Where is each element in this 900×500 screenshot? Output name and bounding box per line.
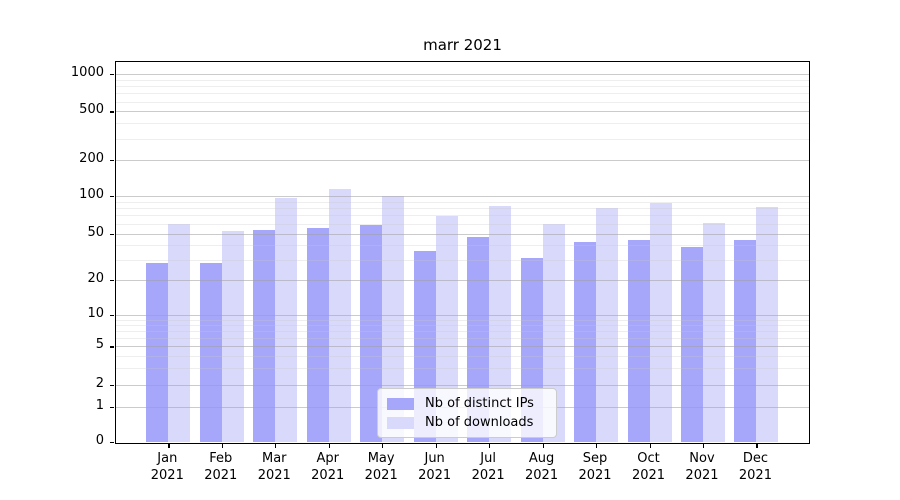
y-tick-mark bbox=[110, 315, 114, 317]
y-tick-label: 20 bbox=[87, 271, 104, 287]
bar-nb-of-distinct-ips-apr bbox=[306, 227, 329, 442]
bar-nb-of-distinct-ips-nov bbox=[680, 246, 703, 442]
plot-area bbox=[110, 61, 810, 448]
x-tick-label-jan: Jan 2021 bbox=[122, 450, 212, 484]
legend-swatch-downloads bbox=[387, 416, 414, 429]
bar-nb-of-distinct-ips-jan bbox=[146, 263, 169, 442]
x-tick-label-year: 2021 bbox=[471, 468, 505, 483]
y-tick-mark bbox=[110, 160, 114, 162]
y-tick-label: 1 bbox=[95, 397, 104, 413]
x-tick-label-year: 2021 bbox=[631, 468, 666, 483]
y-tick-label: 500 bbox=[79, 102, 104, 118]
y-tick-mark bbox=[110, 280, 114, 282]
legend-label-distinct-ips: Nb of distinct IPs bbox=[425, 396, 534, 411]
legend-item-downloads: Nb of downloads bbox=[387, 415, 556, 430]
y-tick-label: 1000 bbox=[70, 65, 104, 81]
chart-title: marr 2021 bbox=[423, 36, 502, 54]
x-tick-mark bbox=[596, 444, 598, 448]
bar-nb-of-downloads-may bbox=[382, 195, 405, 442]
x-tick-label-year: 2021 bbox=[257, 468, 291, 483]
bar-nb-of-distinct-ips-may bbox=[360, 224, 383, 442]
x-tick-label-nov: Nov 2021 bbox=[657, 450, 747, 484]
x-tick-mark bbox=[542, 444, 544, 448]
y-tick-label: 5 bbox=[95, 337, 104, 353]
bar-nb-of-downloads-sep bbox=[596, 208, 619, 442]
x-tick-mark bbox=[168, 444, 170, 448]
x-tick-label-jul: Jul 2021 bbox=[443, 450, 533, 484]
bar-nb-of-downloads-jan bbox=[168, 223, 191, 442]
x-tick-label-year: 2021 bbox=[685, 468, 719, 483]
x-tick-label-mar: Mar 2021 bbox=[229, 450, 319, 484]
x-tick-label-aug: Aug 2021 bbox=[497, 450, 587, 484]
bar-nb-of-downloads-apr bbox=[328, 188, 351, 442]
x-tick-label-year: 2021 bbox=[311, 468, 345, 483]
x-tick-label-apr: Apr 2021 bbox=[283, 450, 373, 484]
bar-nb-of-downloads-nov bbox=[702, 223, 725, 442]
bar-nb-of-downloads-jul bbox=[489, 206, 512, 442]
x-tick-label-year: 2021 bbox=[150, 468, 184, 483]
x-tick-label-dec: Dec 2021 bbox=[710, 450, 800, 484]
y-tick-mark bbox=[110, 74, 114, 76]
x-tick-mark bbox=[489, 444, 491, 448]
bar-nb-of-distinct-ips-sep bbox=[574, 241, 597, 442]
bar-nb-of-distinct-ips-mar bbox=[253, 229, 276, 442]
x-tick-label-oct: Oct 2021 bbox=[604, 450, 694, 484]
y-tick-mark bbox=[110, 111, 114, 113]
y-tick-mark bbox=[110, 195, 114, 197]
x-tick-mark bbox=[328, 444, 330, 448]
bar-nb-of-distinct-ips-feb bbox=[199, 263, 222, 442]
x-tick-mark bbox=[756, 444, 758, 448]
x-tick-label-year: 2021 bbox=[204, 468, 238, 483]
y-tick-mark bbox=[110, 346, 114, 348]
x-tick-label-may: May 2021 bbox=[336, 450, 426, 484]
x-tick-mark bbox=[275, 444, 277, 448]
bars-layer bbox=[116, 62, 809, 442]
bar-nb-of-downloads-aug bbox=[542, 223, 565, 442]
x-tick-label-year: 2021 bbox=[525, 468, 559, 483]
bar-nb-of-distinct-ips-oct bbox=[627, 240, 650, 442]
legend-item-distinct-ips: Nb of distinct IPs bbox=[387, 396, 556, 411]
x-tick-label-jun: Jun 2021 bbox=[390, 450, 480, 484]
legend: Nb of distinct IPs Nb of downloads bbox=[377, 388, 557, 438]
y-tick-label: 200 bbox=[79, 151, 104, 167]
y-tick-mark bbox=[110, 233, 114, 236]
x-tick-mark bbox=[649, 444, 651, 448]
x-tick-mark bbox=[435, 444, 437, 448]
x-tick-label-year: 2021 bbox=[578, 468, 612, 483]
bar-nb-of-downloads-dec bbox=[756, 206, 779, 442]
y-tick-label: 0 bbox=[95, 433, 104, 448]
x-tick-mark bbox=[702, 444, 705, 448]
x-tick-label-feb: Feb 2021 bbox=[176, 450, 266, 484]
x-tick-mark bbox=[221, 444, 223, 448]
y-tick-mark bbox=[110, 406, 114, 408]
x-tick-label-year: 2021 bbox=[364, 468, 398, 483]
y-tick-mark bbox=[110, 442, 114, 444]
y-tick-label: 50 bbox=[87, 224, 104, 240]
x-tick-label-year: 2021 bbox=[418, 468, 452, 483]
legend-swatch-distinct-ips bbox=[387, 397, 414, 410]
bar-nb-of-downloads-oct bbox=[649, 202, 672, 442]
x-tick-mark bbox=[382, 444, 384, 448]
y-tick-label: 100 bbox=[79, 186, 104, 202]
bar-nb-of-downloads-mar bbox=[275, 198, 298, 442]
y-tick-label: 10 bbox=[87, 306, 104, 321]
x-tick-label-year: 2021 bbox=[738, 468, 772, 483]
legend-label-downloads: Nb of downloads bbox=[425, 415, 534, 430]
bar-nb-of-downloads-feb bbox=[221, 230, 244, 442]
x-tick-label-sep: Sep 2021 bbox=[550, 450, 640, 484]
y-tick-label: 2 bbox=[95, 376, 104, 392]
y-tick-mark bbox=[110, 385, 114, 387]
bar-nb-of-distinct-ips-dec bbox=[734, 240, 757, 442]
